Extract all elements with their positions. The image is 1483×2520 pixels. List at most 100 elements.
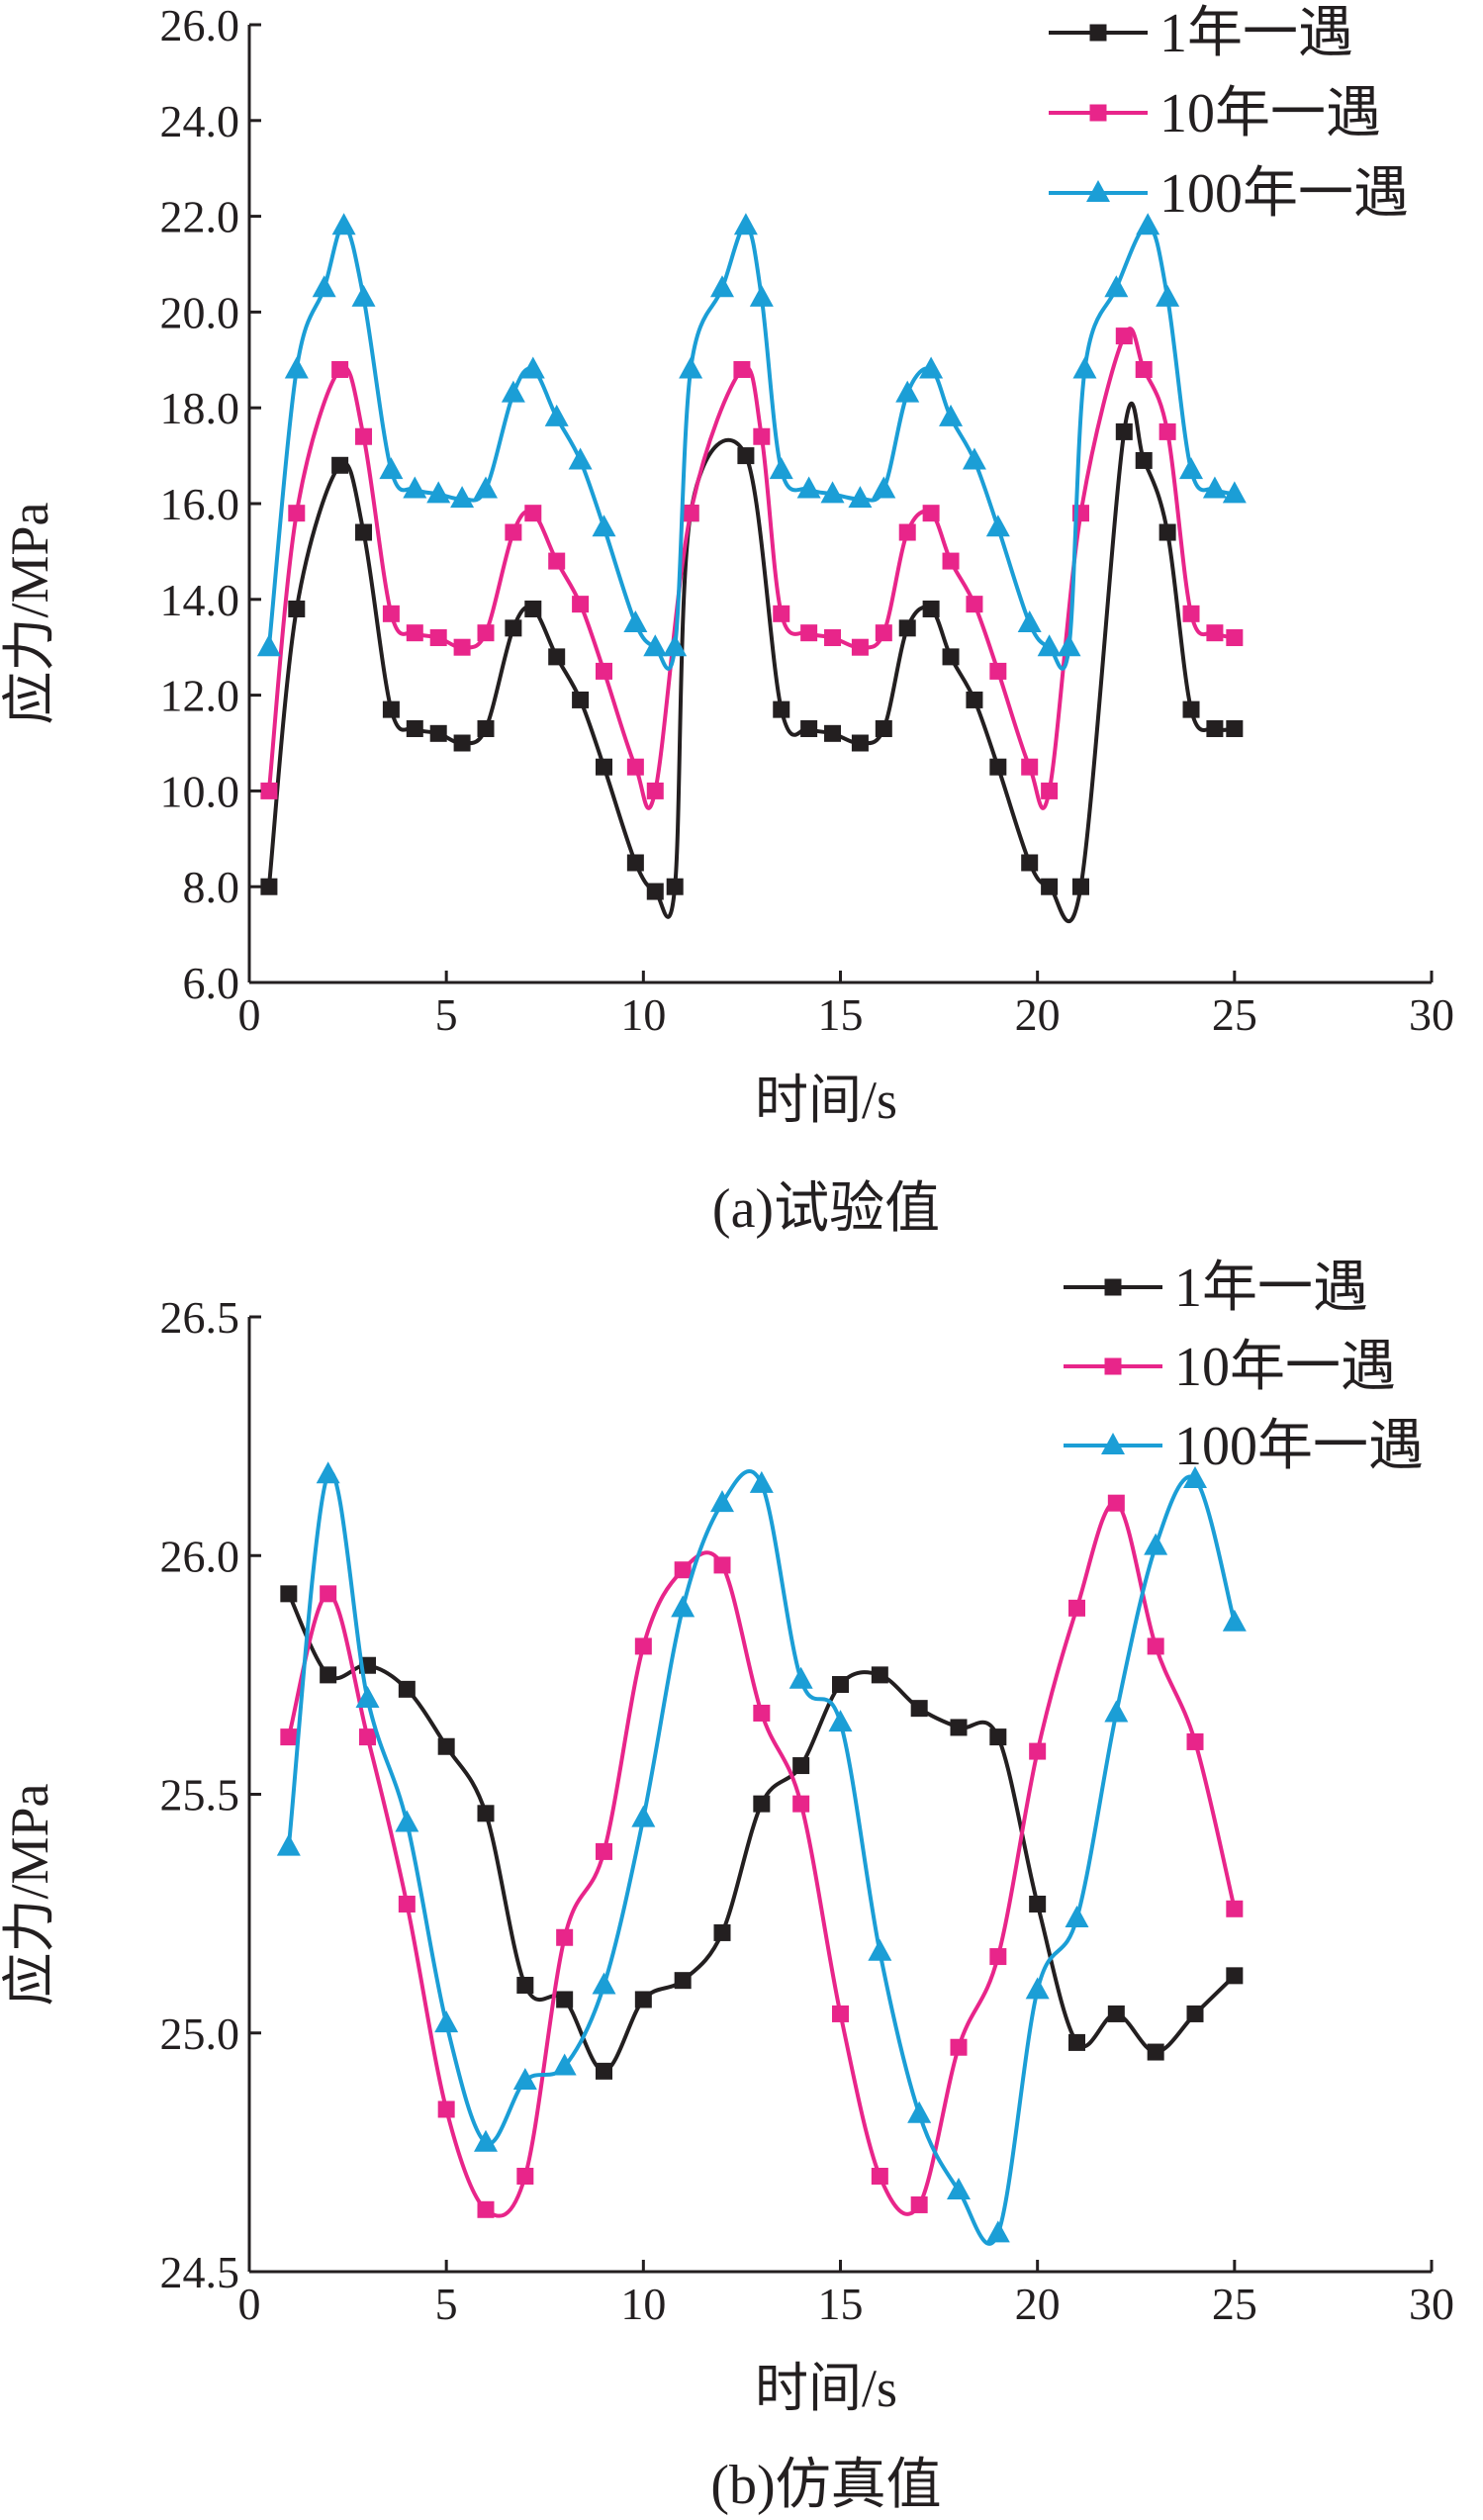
data-point [674,1561,692,1579]
data-point [679,356,703,379]
data-point [832,2005,849,2022]
data-point [331,456,349,474]
data-point [910,1700,928,1718]
y-tick-label: 25.0 [160,2008,240,2059]
data-point [966,596,983,613]
legend-marker [1086,180,1110,202]
data-point [382,605,400,622]
data-point [406,624,423,642]
legend-entry: 10年一遇 [1064,1337,1396,1398]
data-point [572,596,590,613]
data-point [875,719,892,737]
series-1 [280,1585,1244,2080]
chart-a-x-axis-label: 时间/s [755,1071,897,1130]
series-line [286,1592,1237,2074]
data-point [942,648,960,666]
data-point [1147,2043,1164,2061]
legend-marker [1089,104,1107,122]
data-point [989,662,1007,680]
data-point [331,213,356,235]
chart-a-plot-area [256,213,1247,923]
legend-marker [1089,24,1107,42]
data-point [1186,1732,1204,1750]
data-point [556,1928,574,1946]
data-point [962,447,986,470]
data-point [453,734,471,752]
data-point [1144,1533,1168,1555]
data-point [824,629,842,647]
data-point [596,1842,612,1860]
data-point [796,476,821,499]
data-point [713,1556,731,1574]
data-point [875,624,892,642]
series-3 [276,1461,1247,2246]
x-tick-label: 30 [1409,2279,1454,2329]
data-point [950,2038,968,2056]
data-point [895,380,920,403]
series-line [286,1501,1237,2218]
data-point [453,638,471,656]
data-point [832,1676,849,1694]
data-point [749,1470,774,1493]
data-point [631,1805,656,1827]
x-tick-label: 10 [620,2279,666,2329]
data-point [260,782,278,799]
data-point [898,619,916,637]
data-point [848,486,873,509]
legend-entry: 1年一遇 [1049,3,1353,64]
data-point [666,878,684,895]
y-tick-label: 25.5 [160,1770,240,1820]
series-3 [256,213,1247,671]
x-tick-label: 30 [1409,989,1454,1040]
series-1 [260,401,1244,923]
data-point [312,275,336,298]
data-point [939,404,964,426]
data-point [966,691,983,708]
chart-b-plot-area [276,1461,1247,2246]
x-tick-label: 20 [1015,989,1061,1040]
data-point [1226,719,1244,737]
y-tick-label: 10.0 [160,766,240,816]
data-point [556,1991,574,2008]
data-point [1226,1967,1244,1985]
data-point [1057,634,1081,657]
data-point [406,719,423,737]
legend-label: 100年一遇 [1159,163,1409,225]
data-point [477,719,495,737]
x-tick-label: 15 [818,989,864,1040]
data-point [1041,782,1059,799]
data-point [1182,605,1200,622]
data-point [524,505,542,522]
data-point [871,1666,888,1684]
data-point [474,2129,498,2152]
data-point [749,284,774,307]
chart-b-y-axis-label: 应力/MPa [0,1783,59,2006]
data-point [950,1719,968,1736]
data-point [505,523,522,541]
data-point [1179,457,1204,480]
legend-entry: 1年一遇 [1064,1258,1368,1319]
data-point [1065,1905,1089,1927]
x-tick-label: 5 [435,989,458,1040]
data-point [1021,854,1039,872]
data-point [1135,360,1153,378]
chart-b-axes: 0 5 10 15 20 25 30 24.5 25.0 25.5 26.0 26.5 [160,1292,1455,2329]
data-point [1037,634,1062,657]
data-point [520,356,545,379]
series-2 [260,327,1244,810]
legend-label: 1年一遇 [1174,1258,1368,1319]
legend-entry: 100年一遇 [1064,1416,1424,1477]
data-point [646,782,664,799]
data-point [792,1795,810,1813]
chart-b-simulation-values: 0 5 10 15 20 25 30 24.5 25.0 25.5 26.0 26.5 时间/s 应力… [0,1258,1454,2516]
x-tick-label: 10 [620,989,666,1040]
data-point [1041,878,1059,895]
data-point [382,700,400,718]
x-tick-label: 25 [1212,989,1257,1040]
data-point [1072,356,1097,379]
data-point [280,1585,298,1603]
data-point [1226,629,1244,647]
data-point [1068,2033,1085,2051]
data-point [737,447,755,465]
